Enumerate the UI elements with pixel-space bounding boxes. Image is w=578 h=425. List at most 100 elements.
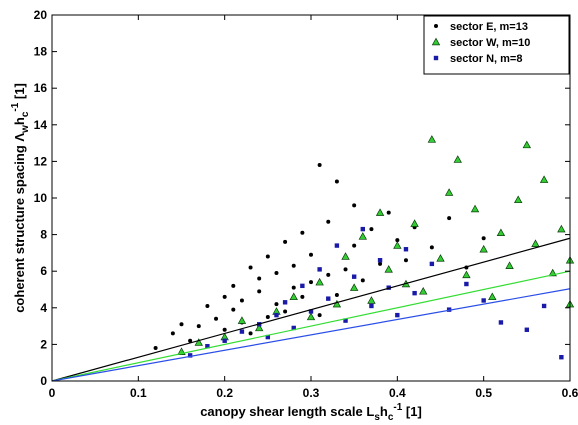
data-point-series-0: [429, 245, 434, 250]
data-point-series-0: [248, 265, 253, 270]
y-tick-label: 16: [34, 81, 48, 95]
data-point-series-0: [179, 322, 184, 327]
data-point-series-0: [214, 316, 219, 321]
data-point-series-2: [524, 327, 530, 332]
data-point-series-0: [283, 239, 288, 244]
data-point-series-1: [358, 232, 367, 240]
data-point-series-0: [386, 210, 391, 215]
data-point-series-0: [231, 307, 236, 312]
legend-marker-1: [431, 37, 441, 46]
data-point-series-1: [453, 155, 462, 163]
data-point-series-0: [188, 338, 193, 343]
data-point-series-1: [496, 228, 506, 236]
data-point-series-2: [308, 309, 314, 314]
data-point-series-2: [464, 281, 469, 287]
data-point-series-1: [470, 204, 480, 213]
data-point-series-1: [315, 277, 324, 286]
data-point-series-1: [557, 224, 566, 233]
data-point-series-2: [282, 300, 288, 305]
data-point-series-2: [360, 226, 365, 232]
data-point-series-0: [291, 285, 296, 290]
data-point-series-2: [343, 318, 348, 323]
data-point-series-0: [170, 331, 175, 336]
data-point-series-1: [531, 239, 540, 247]
y-tick-label: 4: [40, 301, 47, 315]
data-point-series-1: [427, 135, 437, 143]
data-point-series-1: [479, 244, 488, 253]
data-point-series-0: [403, 258, 408, 263]
legend-box: [423, 15, 570, 75]
data-point-series-0: [300, 294, 305, 299]
data-point-series-0: [222, 327, 227, 332]
y-tick-label: 20: [34, 8, 48, 22]
data-point-series-0: [265, 314, 270, 319]
data-point-series-0: [378, 261, 383, 266]
data-point-series-0: [395, 238, 400, 243]
data-point-series-0: [196, 324, 201, 329]
data-point-series-0: [248, 331, 253, 336]
legend-entry-e: sector E, m=13: [434, 21, 528, 33]
data-point-series-0: [257, 289, 262, 294]
data-point-series-1: [539, 175, 549, 183]
data-point-series-0: [369, 227, 374, 232]
data-point-series-2: [351, 274, 357, 279]
data-point-series-1: [505, 261, 514, 269]
fit-lines: [51, 237, 571, 382]
data-point-series-1: [384, 265, 393, 273]
x-axis-title: canopy shear length scale Lshc-1 [1]: [200, 402, 422, 423]
data-points: [153, 135, 575, 360]
data-point-series-0: [481, 236, 486, 241]
data-point-series-1: [444, 188, 454, 196]
y-tick-label: 0: [40, 374, 47, 388]
y-tick-label: 14: [34, 118, 48, 132]
legend-marker-2: [433, 55, 439, 61]
y-tick-label: 10: [34, 191, 48, 205]
legend-label-n: sector N, m=8: [450, 53, 522, 65]
data-point-series-1: [306, 312, 316, 321]
data-point-series-2: [369, 303, 374, 309]
data-point-series-0: [205, 303, 210, 308]
data-point-series-0: [447, 216, 452, 221]
data-point-series-2: [403, 247, 409, 252]
data-point-series-1: [410, 219, 419, 227]
x-tick-label: 0.5: [475, 386, 492, 400]
data-point-series-2: [429, 261, 435, 267]
fit-line-series-2: [51, 288, 571, 382]
data-point-series-1: [237, 316, 247, 324]
data-point-series-2: [395, 312, 400, 318]
x-tick-label: 0: [49, 386, 56, 400]
data-point-series-2: [334, 243, 340, 248]
data-point-series-1: [488, 292, 497, 301]
data-point-series-1: [436, 254, 445, 262]
data-point-series-0: [283, 309, 288, 314]
data-point-series-1: [522, 140, 532, 149]
fit-line-series-1: [51, 270, 571, 382]
data-point-series-1: [419, 287, 428, 295]
data-point-series-1: [462, 270, 471, 279]
y-tick-label: 2: [40, 337, 47, 351]
y-tick-label: 12: [34, 154, 48, 168]
data-point-series-0: [326, 219, 331, 224]
data-point-series-1: [514, 195, 523, 204]
legend-label-w: sector W, m=10: [450, 37, 530, 49]
data-point-series-2: [239, 329, 245, 334]
x-tick-label: 0.3: [303, 386, 320, 400]
data-point-series-0: [265, 254, 270, 259]
data-point-series-0: [274, 271, 279, 276]
legend: sector E, m=13 sector W, m=10 sector N, …: [423, 15, 570, 75]
fit-line-series-0: [51, 237, 571, 382]
y-tick-label: 18: [34, 45, 48, 59]
data-point-series-0: [334, 292, 339, 297]
x-tick-label: 0.2: [216, 386, 233, 400]
data-point-series-0: [257, 276, 262, 281]
data-point-series-0: [334, 179, 339, 184]
data-point-series-0: [309, 252, 313, 257]
data-point-series-2: [265, 334, 271, 340]
data-point-series-0: [360, 278, 365, 283]
data-point-series-2: [205, 344, 210, 349]
data-point-series-1: [341, 252, 350, 260]
data-point-series-1: [393, 241, 402, 249]
legend-marker-0: [434, 24, 438, 28]
data-point-series-1: [349, 283, 359, 291]
